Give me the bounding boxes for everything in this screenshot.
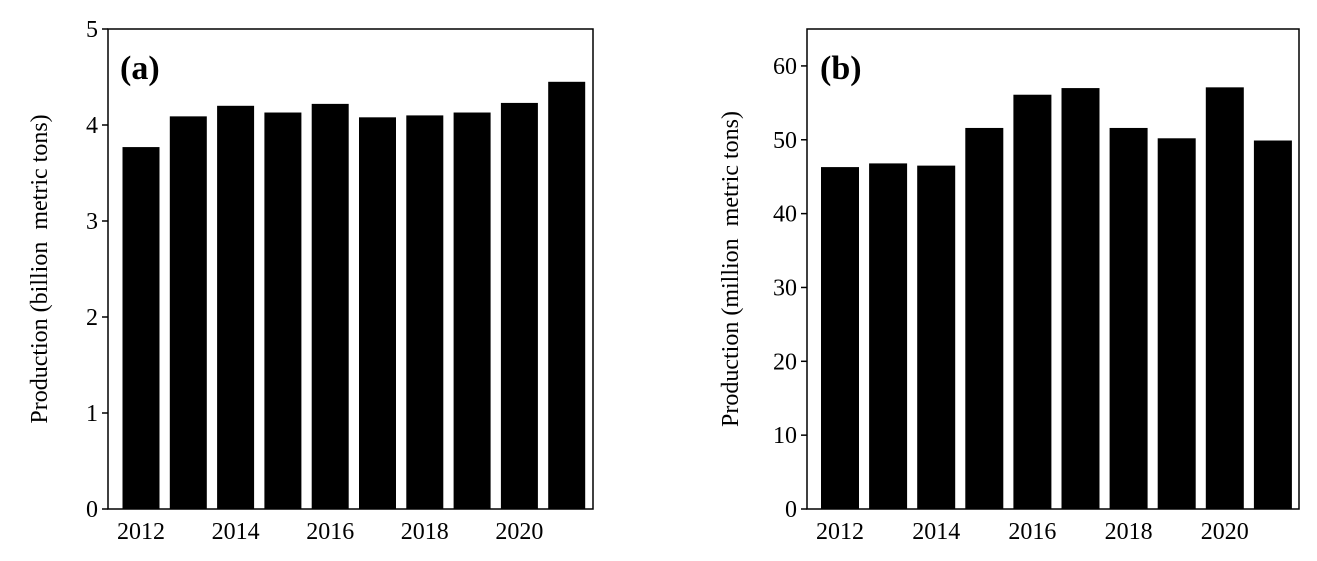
bar-2021 <box>548 81 586 510</box>
y-tick-label: 60 <box>773 54 797 80</box>
bar-2019 <box>453 112 491 510</box>
bar-2013 <box>169 116 207 510</box>
bar-2021 <box>1253 140 1292 509</box>
y-ticks-a: 0 1 2 3 4 5 <box>86 17 108 523</box>
bar-2020 <box>1205 87 1244 509</box>
x-tick-label: 2014 <box>912 519 960 545</box>
bar-2016 <box>311 103 349 509</box>
y-tick-label: 10 <box>773 423 797 449</box>
bar-2018 <box>1109 127 1148 509</box>
y-tick-label: 30 <box>773 275 797 301</box>
x-tick-label: 2018 <box>401 519 449 545</box>
bar-2014 <box>217 105 255 510</box>
bar-2016 <box>1013 94 1052 509</box>
bar-2017 <box>1061 88 1100 509</box>
x-tick-label: 2018 <box>1105 519 1153 545</box>
x-ticks-a: 2012 2014 2016 2018 2020 <box>117 519 543 545</box>
panel-label-a: (a) <box>120 50 160 87</box>
x-ticks-b: 2012 2014 2016 2018 2020 <box>816 519 1249 545</box>
y-tick-label: 40 <box>773 202 797 228</box>
y-tick-label: 4 <box>86 113 98 139</box>
x-tick-label: 2016 <box>306 519 354 545</box>
panel-b: (b) Production (million metric tons) 0 10… <box>718 28 1300 545</box>
x-tick-label: 2020 <box>1201 519 1249 545</box>
bars-a <box>122 81 586 510</box>
y-tick-label: 3 <box>86 209 98 235</box>
panel-a: (a) Production (billion metric tons) 0 1 2… <box>27 17 594 545</box>
bar-2015 <box>965 127 1004 509</box>
x-tick-label: 2020 <box>495 519 543 545</box>
bar-2019 <box>1157 138 1196 510</box>
y-tick-label: 5 <box>86 17 98 43</box>
y-tick-label: 2 <box>86 305 98 331</box>
y-tick-label: 0 <box>785 497 797 523</box>
panel-label-b: (b) <box>820 50 862 87</box>
x-tick-label: 2014 <box>212 519 260 545</box>
bar-2012 <box>122 147 160 509</box>
bars-b <box>821 87 1292 510</box>
plot-frame-b <box>806 28 1300 510</box>
plot-frame-a <box>107 28 594 510</box>
y-axis-label-a: Production (billion metric tons) <box>27 114 53 423</box>
x-tick-label: 2016 <box>1008 519 1056 545</box>
bar-2018 <box>406 115 444 510</box>
y-ticks-b: 0 10 20 30 40 50 60 <box>773 54 807 523</box>
x-tick-label: 2012 <box>117 519 165 545</box>
bar-2020 <box>500 102 538 510</box>
y-tick-label: 20 <box>773 349 797 375</box>
y-tick-label: 1 <box>86 401 98 427</box>
y-tick-label: 0 <box>86 497 98 523</box>
y-tick-label: 50 <box>773 128 797 154</box>
bar-2013 <box>869 163 908 509</box>
bar-2014 <box>917 165 956 509</box>
y-axis-label-b: Production (million metric tons) <box>718 111 744 427</box>
bar-2015 <box>264 112 302 510</box>
bar-2017 <box>359 117 396 509</box>
x-tick-label: 2012 <box>816 519 864 545</box>
bar-2012 <box>821 167 859 509</box>
